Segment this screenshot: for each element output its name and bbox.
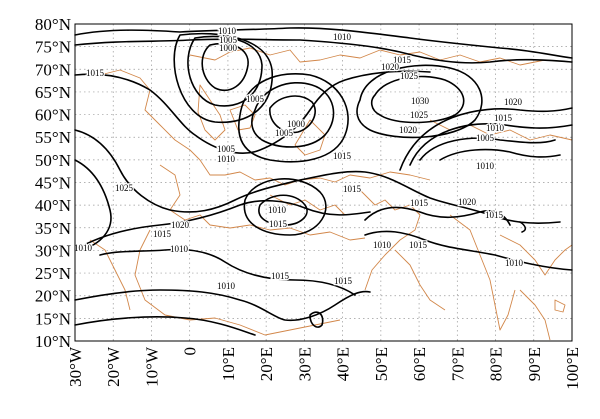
isobar-label: 1010 — [217, 281, 236, 291]
isobar-label: 1025 — [410, 110, 429, 120]
longitude-label: 20°E — [257, 347, 276, 381]
map-frame — [74, 23, 573, 342]
isobar-label: 1005 — [476, 133, 495, 143]
latitude-label: 80°N — [35, 15, 71, 34]
longitude-label: 70°E — [448, 347, 467, 381]
isobar-label: 1015 — [334, 276, 353, 286]
latitude-label: 10°N — [35, 332, 71, 351]
longitude-label: 20°W — [104, 346, 123, 387]
longitude-label: 10°W — [142, 346, 161, 387]
isobar-label: 1010 — [170, 244, 189, 254]
isobars — [74, 27, 573, 336]
isobar-label: 1010 — [74, 243, 93, 253]
coastlines — [89, 47, 573, 341]
isobar-label: 1005 — [217, 144, 236, 154]
isobar-label: 1005 — [275, 128, 294, 138]
latitude-label: 50°N — [35, 151, 71, 170]
isobar-label: 1010 — [505, 258, 524, 268]
isobar-label: 1015 — [393, 55, 412, 65]
graticule — [74, 23, 573, 342]
isobar-label: 1030 — [411, 96, 430, 106]
isobar-label: 1010 — [333, 32, 352, 42]
latitude-label: 45°N — [35, 174, 71, 193]
longitude-label: 30°W — [66, 346, 85, 387]
longitude-label: 0 — [181, 347, 200, 356]
longitude-label: 100°E — [563, 347, 582, 390]
isobar-label: 1005 — [219, 35, 238, 45]
contour-labels: 1010100510001010101510201025101510051000… — [73, 25, 525, 293]
isobar-label: 1020 — [171, 220, 190, 230]
isobar-label: 1015 — [333, 151, 352, 161]
isobar-label: 1015 — [409, 240, 428, 250]
isobar-label: 1020 — [381, 62, 400, 72]
longitude-label: 10°E — [219, 347, 238, 381]
latitude-label: 55°N — [35, 128, 71, 147]
isobar-label: 1015 — [410, 198, 429, 208]
latitude-label: 20°N — [35, 287, 71, 306]
longitude-label: 40°E — [334, 347, 353, 381]
isobar-label: 1015 — [269, 219, 288, 229]
isobar-label: 1015 — [153, 229, 172, 239]
isobar-label: 1010 — [218, 26, 237, 36]
latitude-label: 25°N — [35, 264, 71, 283]
isobar-label: 1015 — [271, 271, 290, 281]
latitude-label: 40°N — [35, 196, 71, 215]
isobar-label: 1010 — [217, 154, 236, 164]
isobar-label: 1010 — [486, 123, 505, 133]
latitude-label: 30°N — [35, 241, 71, 260]
longitude-label: 30°E — [295, 347, 314, 381]
isobar-label: 1015 — [343, 184, 362, 194]
latitude-label: 70°N — [35, 60, 71, 79]
isobar-label: 1010 — [373, 240, 392, 250]
isobar-label: 1010 — [476, 161, 495, 171]
isobar-label: 1015 — [494, 113, 513, 123]
isobar-label: 1020 — [399, 125, 418, 135]
latitude-label: 35°N — [35, 219, 71, 238]
isobar-label: 1020 — [458, 197, 477, 207]
isobar-label: 1015 — [86, 68, 105, 78]
latitude-label: 75°N — [35, 38, 71, 57]
longitude-label: 60°E — [410, 347, 429, 381]
isobar-label: 1010 — [268, 205, 287, 215]
isobar-label: 1000 — [219, 43, 238, 53]
latitude-label: 65°N — [35, 83, 71, 102]
latitude-label: 15°N — [35, 309, 71, 328]
isobar-label: 1005 — [246, 94, 265, 104]
isobar-label: 1000 — [287, 119, 306, 129]
latitude-label: 60°N — [35, 106, 71, 125]
latitude-labels: 80°N 75°N 70°N 65°N 60°N 55°N 50°N 45°N 40°N 35°N… — [35, 15, 71, 351]
isobar-label: 1020 — [504, 97, 523, 107]
longitude-labels: 30°W 20°W 10°W 0 10°E 20°E 30°E 40°E 50°E 60°E 70°… — [66, 346, 582, 390]
longitude-label: 50°E — [372, 347, 391, 381]
isobar-label: 1025 — [115, 183, 134, 193]
longitude-label: 80°E — [487, 347, 506, 381]
isobar-label: 1015 — [485, 210, 504, 220]
isobar-label: 1025 — [400, 71, 419, 81]
longitude-label: 90°E — [525, 347, 544, 381]
